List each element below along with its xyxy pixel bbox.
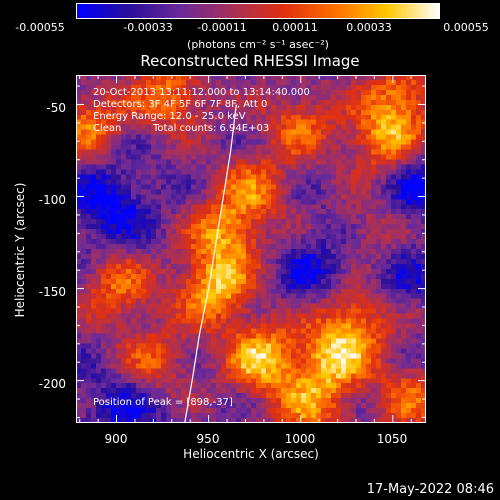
colorbar-tick-label: -0.00011: [197, 21, 247, 34]
colorbar-tick-label: -0.00033: [123, 21, 173, 34]
y-tick-label: -100: [38, 193, 66, 207]
time-range-text: 20-Oct-2013 13:11:12.000 to 13:14:40.000: [93, 87, 310, 98]
plot-area: 20-Oct-2013 13:11:12.000 to 13:14:40.000…: [76, 75, 426, 423]
detectors-text: Detectors: 3F 4F 5F 6F 7F 8F, Att 0: [93, 99, 268, 110]
overlay: [184, 104, 237, 423]
peak-position-text: Position of Peak = [898,-37]: [93, 397, 233, 408]
x-axis-label: Heliocentric X (arcsec): [183, 447, 319, 461]
y-tick-label: -50: [46, 101, 66, 115]
energy-range-text: Energy Range: 12.0 - 25.0 keV: [93, 111, 246, 122]
chart-title: Reconstructed RHESSI Image: [140, 52, 360, 70]
x-tick-label: 950: [196, 432, 220, 446]
plot-date-stamp: 17-May-2022 08:46: [366, 482, 494, 497]
y-tick-label: -200: [38, 377, 66, 391]
heatmap-image: [76, 75, 426, 423]
method-text: Clean: [93, 123, 122, 134]
total-counts-text: Total counts: 6.94E+03: [153, 123, 270, 134]
x-tick-label: 900: [104, 432, 128, 446]
solar-limb-line: [184, 104, 237, 423]
colorbar-unit-label: (photons cm⁻² s⁻¹ asec⁻²): [187, 38, 329, 51]
colorbar: [76, 3, 440, 19]
y-axis-label: Heliocentric Y (arcsec): [13, 182, 27, 318]
colorbar-tick-label: 0.00055: [443, 21, 489, 34]
colorbar-tick-label: -0.00055: [15, 21, 65, 34]
colorbar-tick-label: 0.00033: [346, 21, 392, 34]
y-tick-label: -150: [38, 285, 66, 299]
x-tick-label: 1050: [376, 432, 408, 446]
colorbar-tick-label: 0.00011: [272, 21, 318, 34]
x-tick-label: 1000: [284, 432, 316, 446]
